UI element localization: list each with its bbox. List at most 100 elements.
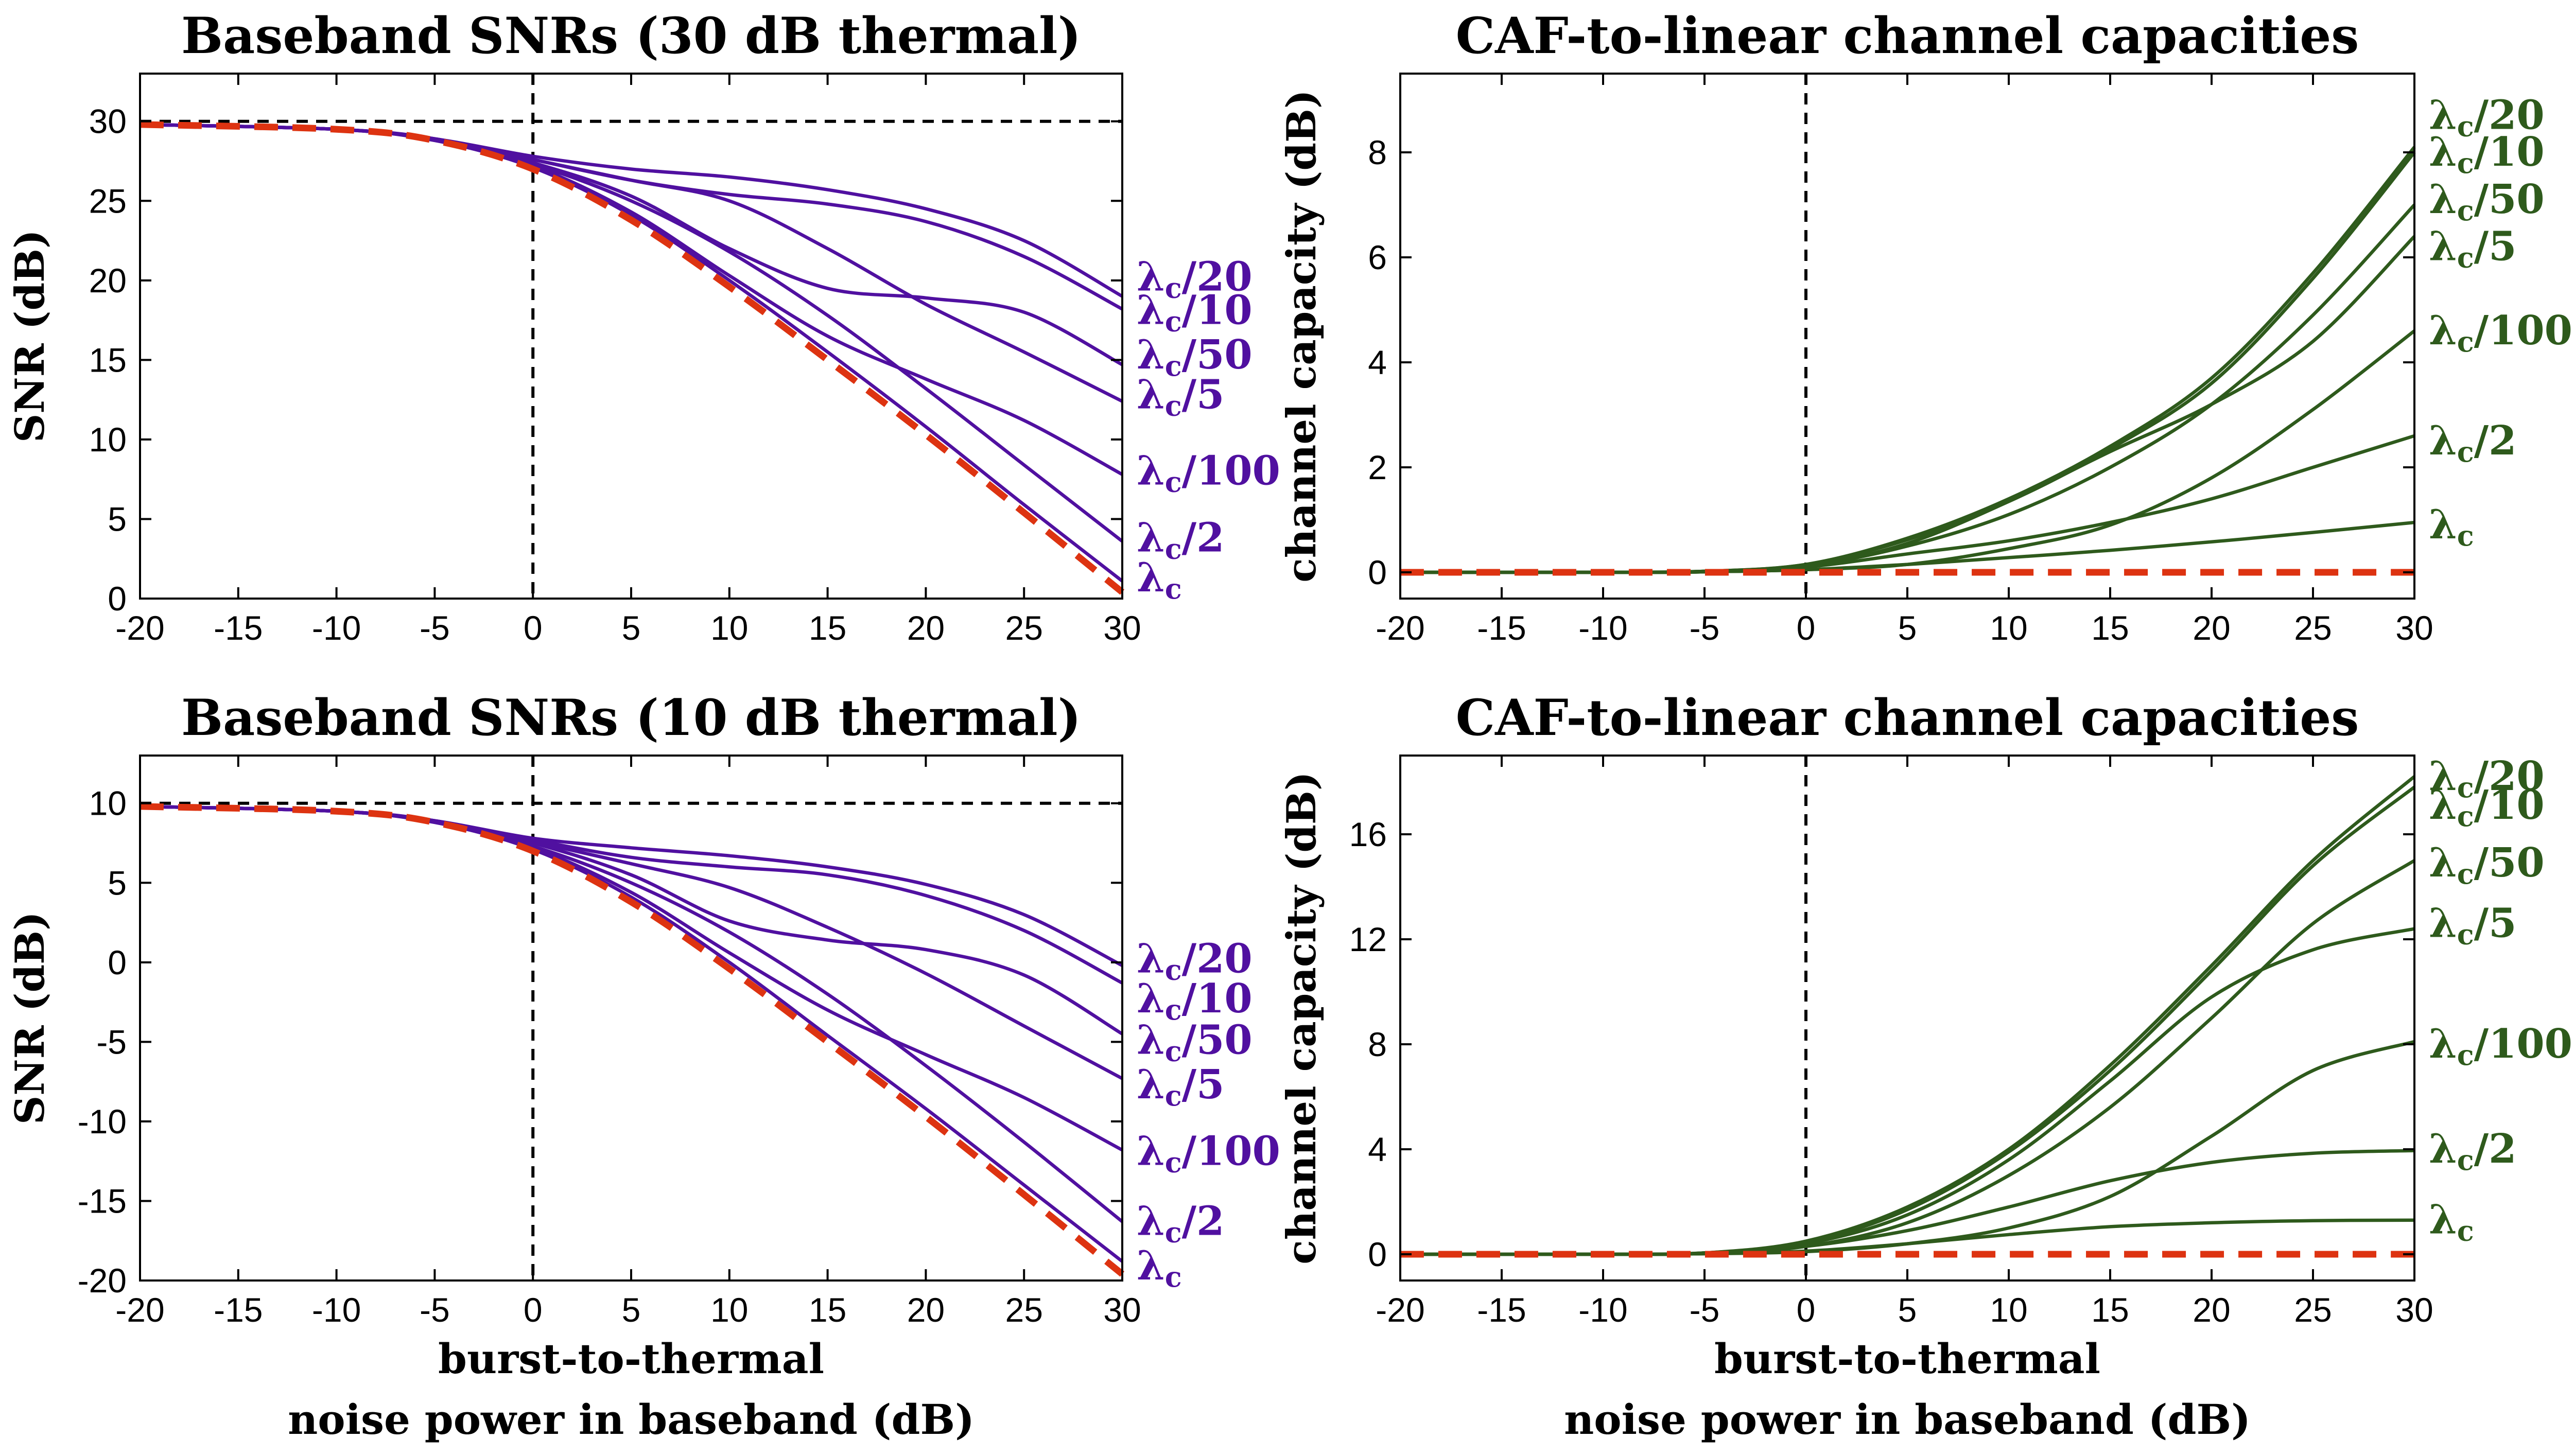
y-tick-label: 16	[1349, 815, 1387, 853]
series-label-c20: λc/20	[2429, 92, 2545, 143]
x-tick-label: 25	[1005, 609, 1042, 647]
y-tick-label: 4	[1368, 343, 1387, 381]
series-label-c2: λc/2	[1137, 515, 1224, 566]
x-tick-label: 20	[2193, 1291, 2230, 1329]
y-tick-label: -10	[78, 1102, 127, 1141]
y-tick-label: 2	[1368, 448, 1387, 486]
x-tick-label: -10	[312, 609, 361, 647]
x-tick-label: 5	[622, 1291, 641, 1329]
y-tick-label: 0	[1368, 553, 1387, 591]
x-tick-label: 25	[2294, 609, 2332, 647]
x-tick-label: 20	[907, 609, 945, 647]
y-tick-label: 5	[108, 500, 127, 538]
chart-snr10: -20 -15 -10 -5 0 5 10 15 20 25 30 -20 -15 -10 -5 0 5 10 Ba…	[7, 689, 1280, 1444]
series-label-c20: λc/20	[2429, 753, 2545, 804]
series-label-c5: λc/5	[2429, 900, 2516, 951]
x-tick-label: -20	[1376, 609, 1424, 647]
series-label-c100: λc/100	[2429, 1021, 2572, 1072]
series-label-c100: λc/100	[1137, 448, 1280, 499]
x-tick-label: 25	[1005, 1291, 1042, 1329]
x-tick-label: -10	[1578, 1291, 1627, 1329]
x-axis-label-line2: noise power in baseband (dB)	[1564, 1395, 2251, 1444]
x-tick-label: -15	[1477, 609, 1526, 647]
series-label-c2: λc/2	[2429, 1126, 2516, 1177]
x-axis-label: burst-to-thermal	[1714, 1335, 2100, 1383]
y-tick-label: 8	[1368, 133, 1387, 171]
y-tick-label: 12	[1349, 920, 1387, 958]
x-tick-label: 10	[710, 609, 748, 647]
chart-snr30: -20 -15 -10 -5 0 5 10 15 20 25 30 0 5 10 15 20 25 30 Baseb…	[7, 7, 1280, 647]
x-tick-label: -15	[214, 1291, 263, 1329]
series-label-c50: λc/50	[2429, 839, 2545, 890]
series-label-c10: λc/10	[2429, 129, 2545, 180]
y-tick-label: 10	[89, 784, 127, 822]
y-axis-label: channel capacity (dB)	[1278, 90, 1325, 583]
series-label-c50: λc/50	[1137, 331, 1253, 382]
y-tick-label: 30	[89, 102, 127, 141]
y-tick-label: 0	[108, 943, 127, 981]
x-tick-label: -5	[420, 609, 450, 647]
y-tick-label: 15	[89, 341, 127, 379]
x-tick-label: -10	[1578, 609, 1627, 647]
y-tick-label: 20	[89, 261, 127, 300]
baseline-curve	[140, 803, 1125, 1277]
y-tick-label: -20	[78, 1261, 127, 1300]
x-tick-label: 5	[622, 609, 641, 647]
series-label-c10: λc/10	[1137, 287, 1253, 338]
series-label-c50: λc/50	[1137, 1016, 1253, 1067]
series-label-c2: λc/2	[1137, 1198, 1224, 1249]
y-axis-label: channel capacity (dB)	[1278, 771, 1325, 1265]
series-label-c100: λc/100	[2429, 307, 2572, 358]
x-tick-label: 20	[2193, 609, 2230, 647]
y-tick-label: -15	[78, 1182, 127, 1220]
y-tick-label: 8	[1368, 1025, 1387, 1063]
chart-title: Baseband SNRs (30 dB thermal)	[181, 7, 1081, 65]
x-tick-label: 30	[1103, 609, 1141, 647]
x-tick-label: 30	[1103, 1291, 1141, 1329]
series-label-c: λc	[1137, 554, 1182, 605]
x-tick-label: 15	[2091, 1291, 2129, 1329]
series-label-c100: λc/100	[1137, 1128, 1280, 1179]
chart-title: CAF-to-linear channel capacities	[1456, 689, 2359, 747]
series-label-c50: λc/50	[2429, 176, 2545, 227]
x-tick-label: -5	[1690, 1291, 1720, 1329]
x-tick-label: 0	[524, 609, 543, 647]
series-label-c: λc	[2429, 1197, 2474, 1248]
y-tick-label: 5	[108, 864, 127, 902]
series-label-c: λc	[1137, 1242, 1182, 1293]
x-tick-label: 5	[1898, 1291, 1917, 1329]
series-label-c5: λc/5	[1137, 371, 1224, 422]
x-tick-label: -15	[1477, 1291, 1526, 1329]
x-tick-label: -15	[214, 609, 263, 647]
y-axis-label: SNR (dB)	[7, 911, 54, 1125]
y-axis-label: SNR (dB)	[7, 230, 54, 443]
x-tick-label: 5	[1898, 609, 1917, 647]
y-tick-label: 6	[1368, 238, 1387, 276]
x-tick-label: 10	[710, 1291, 748, 1329]
x-tick-label: 10	[1990, 609, 2027, 647]
x-axis-label: burst-to-thermal	[438, 1335, 824, 1383]
x-tick-label: 15	[809, 609, 846, 647]
series-label-c: λc	[2429, 501, 2474, 552]
series-label-c20: λc/20	[1137, 254, 1253, 305]
x-tick-label: 15	[2091, 609, 2129, 647]
x-tick-label: -5	[420, 1291, 450, 1329]
x-tick-label: 30	[2395, 1291, 2433, 1329]
x-tick-label: -5	[1690, 609, 1720, 647]
y-tick-label: 10	[89, 420, 127, 459]
x-tick-label: 0	[1797, 609, 1816, 647]
chart-title: Baseband SNRs (10 dB thermal)	[181, 689, 1081, 747]
series-label-c10: λc/10	[2429, 782, 2545, 833]
chart-title: CAF-to-linear channel capacities	[1456, 7, 2359, 65]
y-tick-label: 25	[89, 182, 127, 220]
x-tick-label: 15	[809, 1291, 846, 1329]
x-tick-label: -20	[115, 1291, 164, 1329]
x-tick-label: 30	[2395, 609, 2433, 647]
series-label-c5: λc/5	[2429, 223, 2516, 274]
y-tick-label: 0	[1368, 1235, 1387, 1273]
x-tick-label: 0	[1797, 1291, 1816, 1329]
x-tick-label: -20	[1376, 1291, 1424, 1329]
chart-cap10: -20 -15 -10 -5 0 5 10 15 20 25 30 0 4 8 12 16 CAF-to-lin…	[1278, 689, 2572, 1444]
